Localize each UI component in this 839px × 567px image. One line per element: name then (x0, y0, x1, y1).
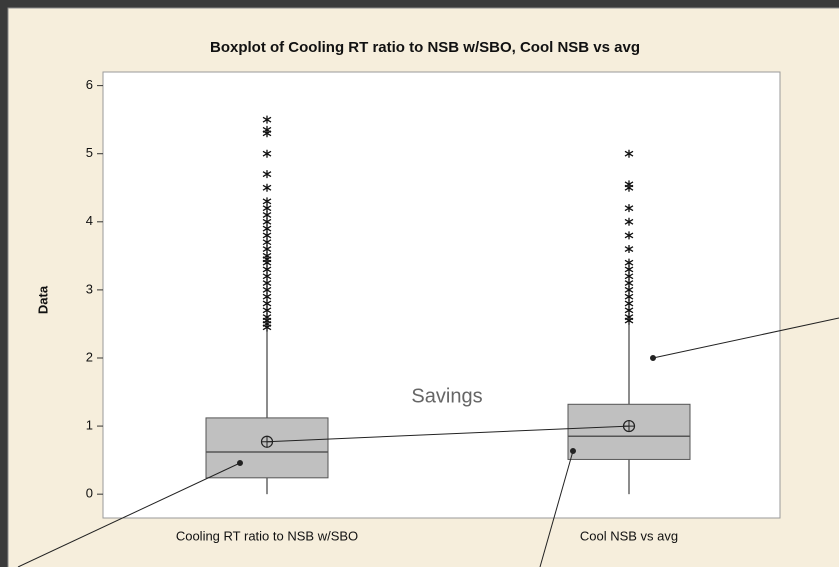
mean-connect-line (266, 425, 630, 443)
y-tick-label: 5 (86, 145, 93, 160)
y-tick-label: 0 (86, 486, 93, 501)
outlier (624, 217, 634, 226)
outlier (262, 306, 272, 315)
outlier (624, 265, 634, 274)
outlier (624, 204, 634, 213)
outlier (624, 272, 634, 281)
outlier (262, 224, 272, 233)
outlier (624, 258, 634, 267)
outlier (262, 313, 272, 322)
outlier (262, 210, 272, 219)
outlier (624, 292, 634, 301)
outlier (262, 251, 272, 260)
outlier (262, 125, 272, 134)
y-tick-label: 3 (86, 281, 93, 296)
callout-dot (650, 355, 656, 361)
outlier (262, 115, 272, 124)
outlier (624, 313, 634, 322)
outlier (262, 217, 272, 226)
callouts (17, 317, 839, 567)
outlier (262, 285, 272, 294)
outlier (624, 285, 634, 294)
y-tick-label: 2 (86, 349, 93, 364)
box (205, 417, 329, 479)
mean-marker (622, 419, 636, 433)
outlier (262, 149, 272, 158)
outlier (262, 272, 272, 281)
outlier (262, 231, 272, 240)
outlier (624, 279, 634, 288)
outlier (624, 231, 634, 240)
marks: 0 1 2 3 4 5 6 Cooling RT ratio to NSB w/SBO Cool… (86, 77, 691, 543)
outlier (262, 245, 272, 254)
chart-title: Boxplot of Cooling RT ratio to NSB w/SBO… (210, 39, 640, 56)
outlier (624, 299, 634, 308)
outlier (262, 170, 272, 179)
mean-cross (623, 420, 635, 432)
x-tick-label: Cooling RT ratio to NSB w/SBO (176, 528, 358, 543)
annotation: Savings (411, 385, 482, 407)
outlier (262, 299, 272, 308)
outlier (262, 265, 272, 274)
mean-marker (260, 435, 274, 448)
outlier (262, 238, 272, 247)
outlier (262, 279, 272, 288)
outlier (262, 204, 272, 213)
outlier (624, 245, 634, 254)
outlier (262, 292, 272, 301)
outlier (624, 180, 634, 189)
outlier (624, 306, 634, 315)
callout-line (17, 462, 241, 567)
x-tick-label: Cool NSB vs avg (580, 528, 678, 543)
y-axis-label: Data (35, 285, 50, 314)
y-tick-label: 4 (86, 213, 93, 228)
y-tick-label: 6 (86, 77, 93, 92)
callout-dot (570, 448, 576, 454)
outlier (262, 183, 272, 192)
outlier (624, 149, 634, 158)
y-tick-label: 1 (86, 418, 93, 433)
outlier (262, 197, 272, 206)
callout-line (652, 317, 839, 359)
callout-dot (237, 460, 243, 466)
callout-line (539, 450, 574, 567)
mean-cross (261, 436, 273, 448)
